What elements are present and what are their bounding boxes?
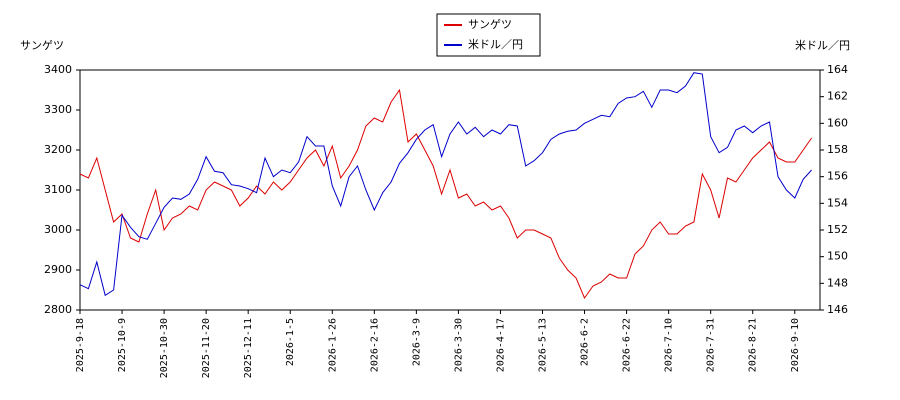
x-tick-label: 2026-3-30 [453, 318, 464, 372]
x-tick-label: 2026-8-21 [748, 318, 759, 372]
y-tick-label: 2800 [44, 303, 72, 316]
y-tick-label: 3200 [44, 143, 72, 156]
x-tick-label: 2026-6-2 [580, 318, 591, 366]
x-tick-label: 2026-2-16 [369, 318, 380, 372]
legend-label: サンゲツ [468, 18, 512, 31]
series-line [79, 72, 812, 297]
y2-tick-label: 146 [827, 303, 848, 316]
legend-label: 米ドル／円 [468, 38, 523, 51]
y2-tick-label: 162 [827, 90, 848, 103]
x-tick-label: 2025-10-9 [117, 318, 128, 372]
y-tick-label: 3000 [44, 223, 72, 236]
y2-tick-label: 158 [827, 143, 848, 156]
y-axis-title: サンゲツ [20, 39, 64, 52]
y-tick-label: 3300 [44, 103, 72, 116]
x-tick-label: 2026-1-26 [327, 318, 338, 372]
x-tick-label: 2026-4-17 [495, 318, 506, 372]
y2-tick-label: 148 [827, 276, 848, 289]
x-tick-label: 2025-12-11 [243, 318, 254, 378]
x-tick-label: 2026-3-9 [411, 318, 422, 366]
y-tick-label: 2900 [44, 263, 72, 276]
x-tick-label: 2026-7-10 [664, 318, 675, 372]
y2-tick-label: 152 [827, 223, 848, 236]
series-line [79, 88, 813, 300]
plot-frame [79, 69, 821, 311]
x-tick-label: 2026-1-5 [285, 318, 296, 366]
x-tick-label: 2025-10-30 [159, 318, 170, 378]
x-tick-label: 2026-5-13 [538, 318, 549, 372]
y-tick-label: 3400 [44, 63, 72, 76]
x-tick-label: 2026-9-10 [790, 318, 801, 372]
legend-box [436, 13, 541, 57]
x-tick-label: 2025-9-18 [75, 318, 86, 372]
y2-tick-label: 150 [827, 250, 848, 263]
x-tick-label: 2025-11-20 [201, 318, 212, 378]
y2-tick-label: 154 [827, 196, 848, 209]
y2-axis-title: 米ドル／円 [795, 39, 850, 52]
y2-tick-label: 156 [827, 170, 848, 183]
y2-tick-label: 164 [827, 63, 848, 76]
x-tick-label: 2026-6-22 [622, 318, 633, 372]
y2-tick-label: 160 [827, 116, 848, 129]
y-tick-label: 3100 [44, 183, 72, 196]
x-tick-label: 2026-7-31 [706, 318, 717, 372]
